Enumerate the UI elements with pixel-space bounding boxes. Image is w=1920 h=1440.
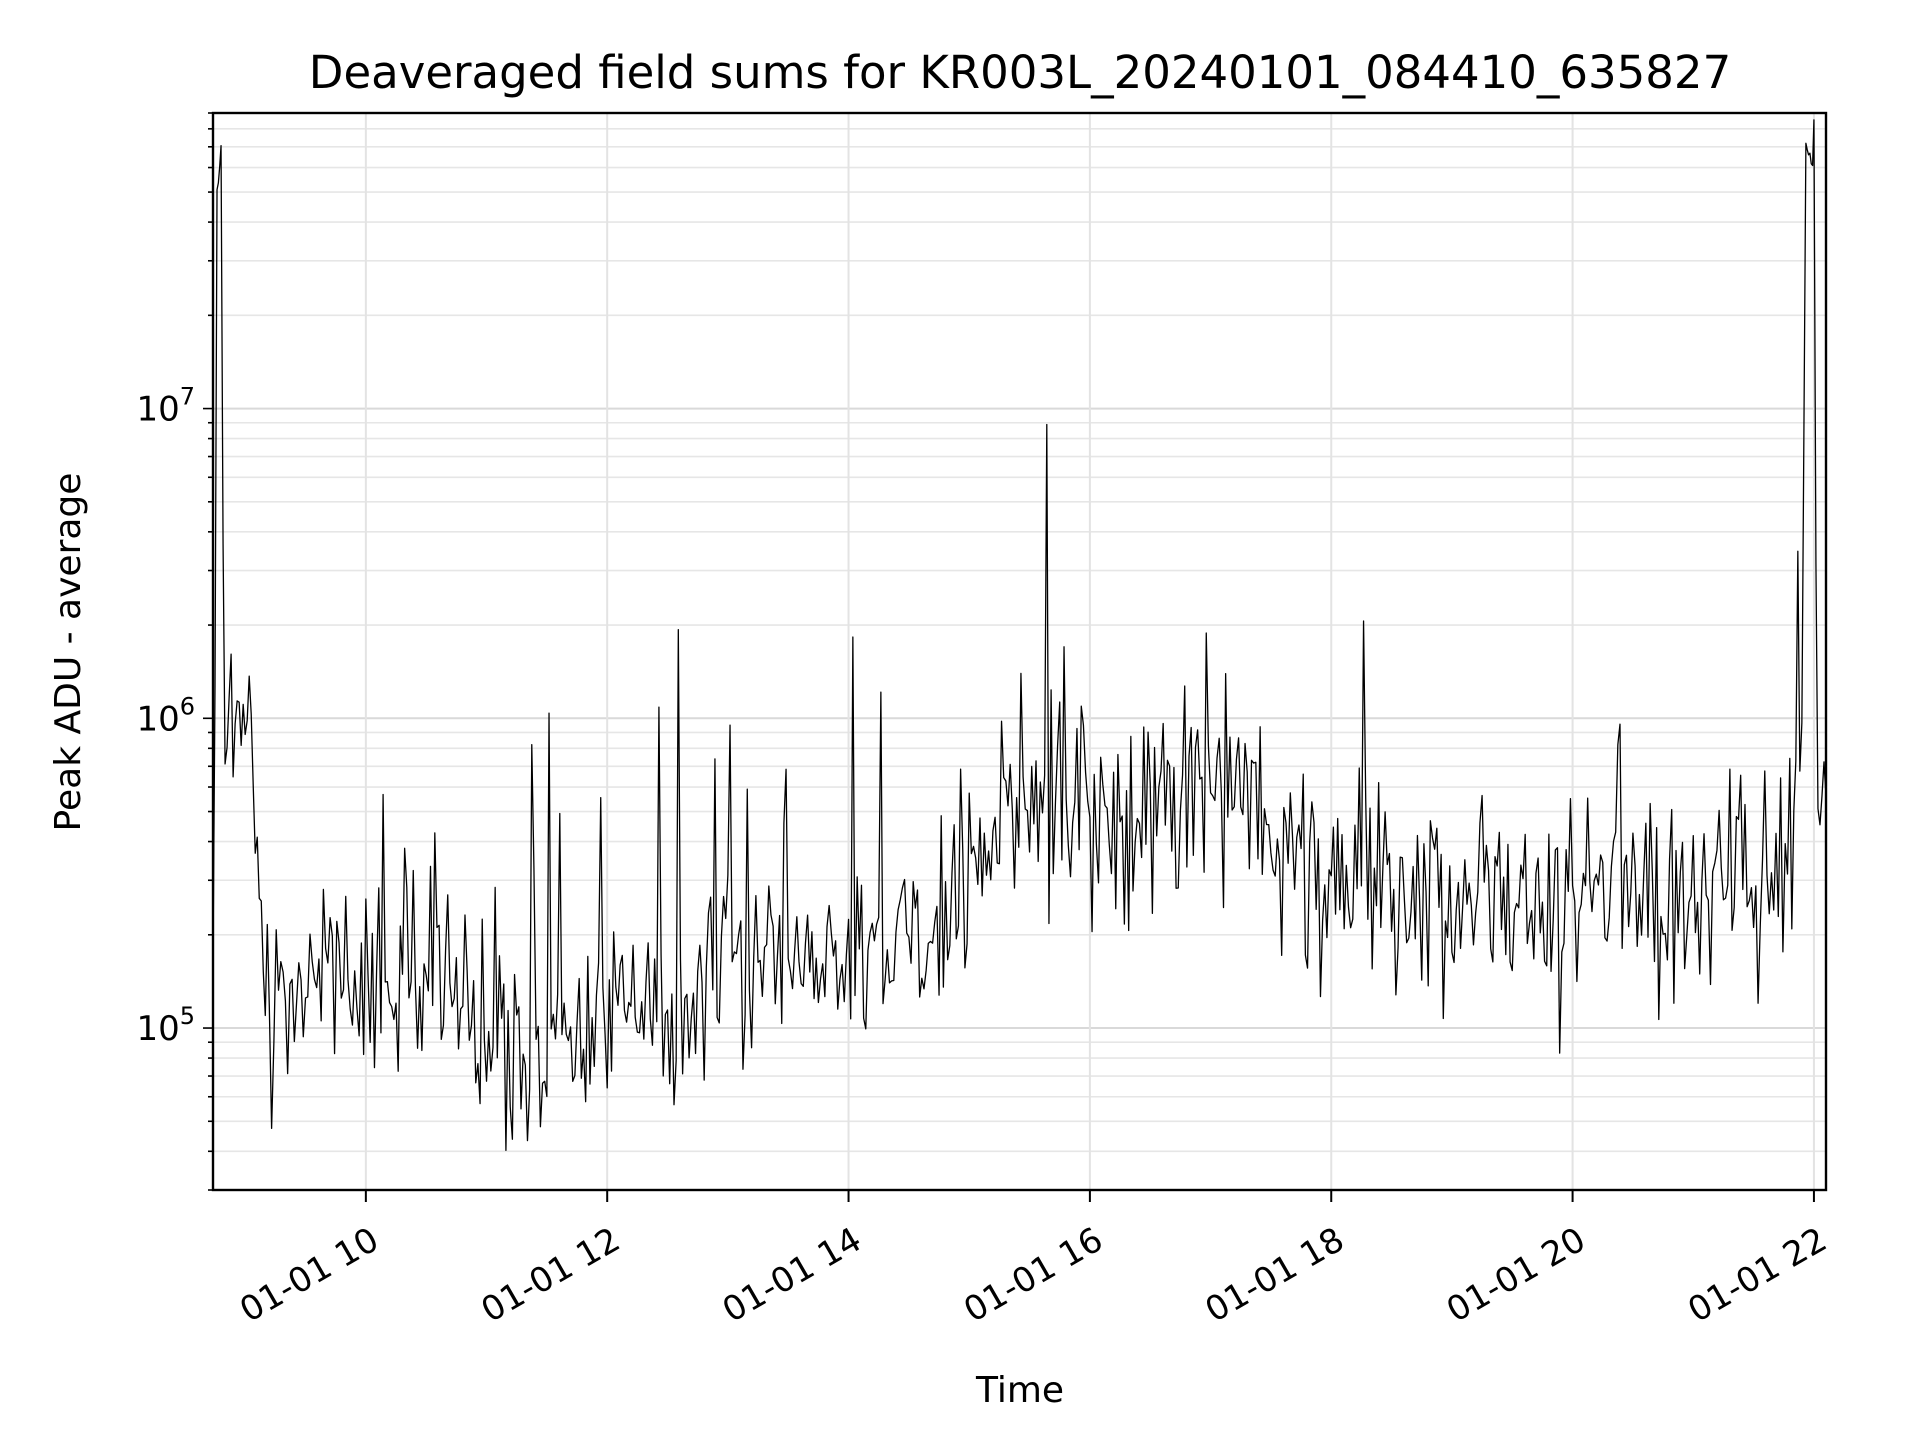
y-tick-label: 107 [136, 383, 195, 430]
x-axis-label: Time [975, 1370, 1064, 1411]
y-axis-label: Peak ADU - average [48, 473, 89, 832]
y-tick-label: 106 [136, 692, 195, 739]
y-tick-label: 105 [136, 1002, 195, 1049]
data-series-line [212, 119, 1827, 1152]
axes-frame [211, 111, 1828, 1192]
chart-title: Deaveraged field sums for KR003L_2024010… [309, 46, 1731, 99]
plot-area [212, 119, 1827, 1152]
